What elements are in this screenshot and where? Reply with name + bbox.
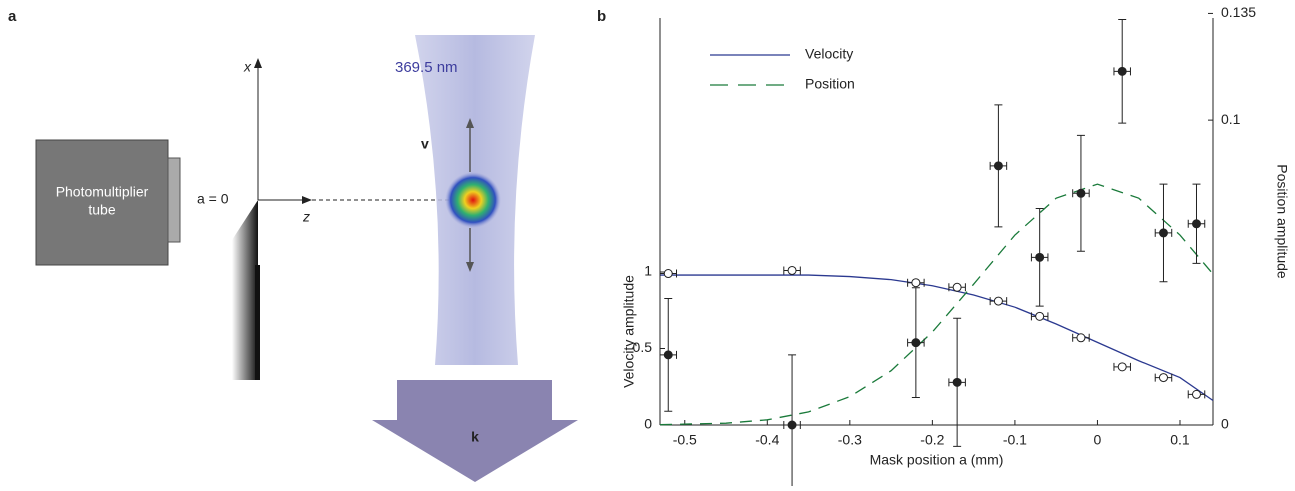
x-tick-label: -0.3 (838, 432, 862, 448)
pmt-box (35, 139, 169, 266)
arrow-head (466, 262, 474, 272)
y-tick-label: 0.5 (633, 339, 653, 355)
ion (445, 172, 501, 228)
data-point (663, 350, 673, 360)
mask-edge (255, 265, 260, 380)
mask (232, 200, 258, 380)
k-arrow (372, 380, 578, 482)
y-axis-label: Velocity amplitude (621, 275, 637, 388)
y-tick-label: 0 (644, 416, 652, 432)
velocity-label: v (421, 136, 429, 152)
legend-label: Velocity (805, 46, 853, 62)
origin-label: a = 0 (197, 191, 229, 207)
data-point (952, 282, 962, 292)
x-tick-label: -0.1 (1003, 432, 1027, 448)
data-point (911, 338, 921, 348)
data-point (1191, 219, 1201, 229)
data-point (1158, 228, 1168, 238)
y2-axis-label: Position amplitude (1274, 164, 1290, 279)
data-point (1035, 311, 1045, 321)
y-tick-label: 1 (644, 263, 652, 279)
data-point (993, 296, 1003, 306)
data-point (1117, 66, 1127, 76)
chart: -0.5 -0.4 -0.3 -0.2 -0.1 0 0.1 0 0.5 1 0 0.1 0.135 Ma… (621, 4, 1290, 491)
legend-label: Position (805, 76, 855, 92)
pmt-label: tube (88, 202, 115, 218)
y2-tick-label: 0 (1221, 416, 1229, 432)
panel-label: a (8, 8, 17, 25)
data-point (1076, 188, 1086, 198)
data-point (663, 269, 673, 279)
x-tick-label: 0.1 (1170, 432, 1190, 448)
data-point (1191, 389, 1201, 399)
pmt-window (167, 157, 181, 243)
k-label: k (471, 429, 479, 445)
series-line (660, 274, 1214, 402)
axis-label: x (243, 59, 252, 75)
x-tick-label: 0 (1094, 432, 1102, 448)
y2-tick-label: 0.1 (1221, 111, 1241, 127)
x-tick-label: -0.5 (673, 432, 697, 448)
arrow-head (466, 118, 474, 128)
series-line (659, 183, 1214, 426)
data-point (1035, 252, 1045, 262)
wavelength-label: 369.5 nm (395, 59, 458, 76)
arrow-head (302, 196, 312, 204)
axis-label: z (302, 209, 310, 225)
pmt-label: Photomultiplier (56, 184, 149, 200)
data-point (1158, 373, 1168, 383)
arrow-head (254, 58, 262, 68)
y2-tick-label: 0.135 (1221, 4, 1256, 20)
x-axis-label: Mask position a (mm) (870, 452, 1004, 468)
data-point (993, 161, 1003, 171)
data-point (1076, 333, 1086, 343)
x-tick-label: -0.4 (755, 432, 779, 448)
data-point (787, 265, 797, 275)
data-point (911, 278, 921, 288)
x-tick-label: -0.2 (920, 432, 944, 448)
data-point (787, 420, 797, 430)
panel-label: b (597, 8, 606, 25)
y-error-bar (788, 354, 797, 491)
data-point (952, 377, 962, 387)
data-point (1117, 362, 1127, 372)
